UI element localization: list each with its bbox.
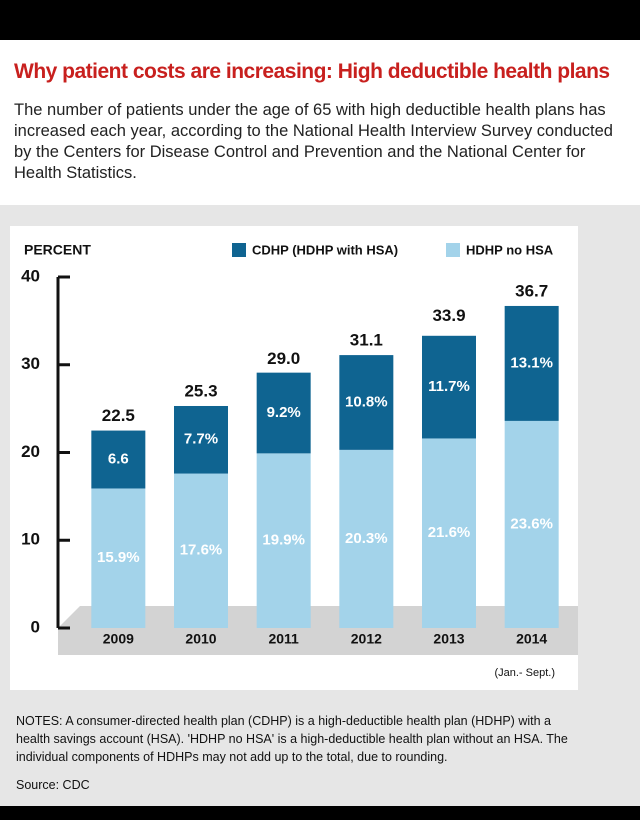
total-label: 36.7 xyxy=(515,281,548,300)
source: Source: CDC xyxy=(16,778,90,792)
total-label: 22.5 xyxy=(102,406,135,425)
value-label: 9.2% xyxy=(267,404,301,421)
bar-segment xyxy=(504,305,559,421)
value-label: 23.6% xyxy=(510,515,553,532)
value-label: 21.6% xyxy=(428,524,471,541)
x-tick-label: 2012 xyxy=(351,631,382,647)
value-label: 17.6% xyxy=(180,542,223,559)
value-label: 19.9% xyxy=(262,532,305,549)
value-label: 20.3% xyxy=(345,530,388,547)
y-axis-label: PERCENT xyxy=(24,242,91,258)
subtitle: The number of patients under the age of … xyxy=(14,101,613,182)
bar-segment xyxy=(256,453,311,628)
bar-segment xyxy=(422,438,476,628)
bar-segment xyxy=(256,372,311,454)
bottom-bar xyxy=(0,806,640,820)
value-label: 11.7% xyxy=(428,378,470,395)
legend-swatch xyxy=(232,243,246,257)
total-label: 29.0 xyxy=(267,349,300,368)
y-tick-label: 30 xyxy=(21,354,40,373)
total-label: 25.3 xyxy=(184,381,217,400)
x-tick-label: 2011 xyxy=(268,631,299,647)
bar-segment xyxy=(174,473,228,628)
value-label: 6.6 xyxy=(108,450,129,467)
total-label: 31.1 xyxy=(350,331,383,350)
legend-swatch xyxy=(446,243,460,257)
top-bar xyxy=(0,0,640,40)
legend-label: HDHP no HSA xyxy=(466,242,554,257)
axis-note: (Jan.- Sept.) xyxy=(494,667,555,679)
bar-segment xyxy=(422,335,476,439)
x-tick-label: 2014 xyxy=(516,631,547,647)
bar-segment xyxy=(91,430,146,489)
bar-segment xyxy=(339,449,394,628)
bar-segment xyxy=(339,355,394,450)
y-tick-label: 20 xyxy=(21,442,40,461)
bar-segment xyxy=(174,405,228,474)
y-tick-label: 40 xyxy=(21,266,40,285)
y-tick-label: 0 xyxy=(31,617,40,636)
bar-segment xyxy=(91,488,146,628)
value-label: 10.8% xyxy=(345,393,388,410)
x-tick-label: 2009 xyxy=(103,631,134,647)
legend-label: CDHP (HDHP with HSA) xyxy=(252,242,398,257)
title: Why patient costs are increasing: High d… xyxy=(14,60,610,83)
value-label: 15.9% xyxy=(97,549,140,566)
y-tick-label: 10 xyxy=(21,530,40,549)
value-label: 7.7% xyxy=(184,431,218,448)
bar-segment xyxy=(504,420,559,628)
x-tick-label: 2013 xyxy=(433,631,464,647)
x-tick-label: 2010 xyxy=(185,631,216,647)
value-label: 13.1% xyxy=(510,354,553,371)
total-label: 33.9 xyxy=(432,306,465,325)
notes: NOTES: A consumer-directed health plan (… xyxy=(16,714,568,764)
